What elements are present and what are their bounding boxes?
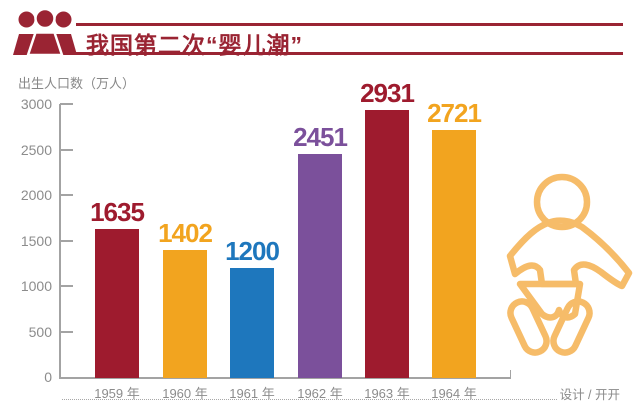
y-tick-label: 500 [28,324,52,340]
y-tick-label: 3000 [20,96,52,112]
y-tick-label: 0 [44,369,52,385]
y-tick-label: 1500 [20,233,52,249]
bar-1964 [432,130,476,378]
y-tick-mark [60,103,73,105]
value-label-1960: 1402 [158,218,213,248]
value-label-1964: 2721 [427,98,482,128]
x-axis-line [59,377,511,379]
y-tick-label: 1000 [20,278,52,294]
y-tick-mark [60,331,73,333]
x-axis-end-tick [509,369,511,379]
y-tick-mark [60,285,73,287]
x-tick-label: 1964 年 [431,386,477,401]
header-rule-top [76,23,623,26]
x-tick-label: 1959 年 [94,386,140,401]
y-tick-mark [60,149,73,151]
value-label-1959: 1635 [90,197,145,227]
x-tick-label: 1960 年 [162,386,208,401]
value-label-1963: 2931 [360,78,415,108]
designer-credit: 设计 / 开开 [559,388,620,402]
baby-icon [506,173,633,356]
y-axis-title: 出生人口数（万人） [18,76,136,91]
bar-1960 [163,250,207,378]
bar-1963 [365,110,409,378]
x-tick-label: 1961 年 [229,386,275,401]
y-tick-label: 2000 [20,187,52,203]
header-rule-bottom [68,52,623,55]
x-tick-label: 1963 年 [364,386,410,401]
footer-dotted-divider [62,399,557,400]
page-title: 我国第二次“婴儿潮” [86,32,303,58]
value-label-1961: 1200 [225,236,280,266]
y-tick-label: 2500 [20,142,52,158]
x-tick-label: 1962 年 [297,386,343,401]
bar-1959 [95,229,139,378]
y-axis-line [59,104,61,378]
y-tick-mark [60,240,73,242]
bar-1961 [230,268,274,378]
value-label-1962: 2451 [293,122,348,152]
bar-1962 [298,154,342,378]
people-group-icon [13,8,77,55]
y-tick-mark [60,194,73,196]
